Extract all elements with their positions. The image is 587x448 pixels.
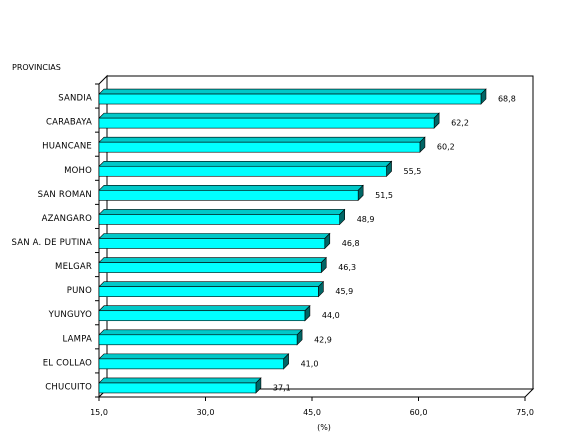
bar-top-face [98,88,487,95]
value-label: 46,8 [342,239,360,248]
bar [98,112,440,129]
value-labels-group: 68,8 62,2 60,2 55,5 51,5 48,9 46,8 46,3 45,9 44,0… [273,95,516,393]
bar-top-face [98,281,325,287]
bar [98,305,311,322]
bar-top-face [98,160,393,167]
x-tick-label: 75,0 [516,408,534,417]
bar [98,353,290,370]
x-axis: 15,0 30,0 45,0 60,0 75,0 [90,397,534,417]
x-tick-label: 60,0 [410,408,428,417]
category-labels-group: SANDIA CARABAYA HUANCANE MOHO SAN ROMAN AZANG… [11,83,99,398]
category-label: LAMPA [63,334,92,344]
x-tick-label: 30,0 [197,408,215,417]
bar [98,88,487,105]
category-label: MOHO [64,166,92,176]
value-axis-title: (%) [317,423,331,432]
category-label: CARABAYA [46,118,92,128]
bar-front-face [98,190,359,201]
category-label: CHUCUITO [45,382,92,392]
bar-front-face [98,238,326,249]
bar-front-face [98,286,319,297]
category-label: MELGAR [55,262,92,272]
bar-front-face [98,382,257,394]
value-label: 51,5 [375,191,393,200]
bar-top-face [98,185,364,191]
value-label: 37,1 [273,383,291,392]
category-label: AZANGARO [42,214,93,224]
bar-top-face [98,329,303,336]
value-label: 44,0 [322,311,340,320]
category-label: SAN A. DE PUTINA [11,238,92,248]
bar [98,256,327,274]
category-label: SANDIA [58,94,92,104]
bar-top-face [98,112,440,119]
bar-top-face [98,257,327,263]
value-label: 41,0 [301,359,319,368]
bar-top-face [98,305,311,312]
bar-top-face [98,353,290,360]
bar [98,136,426,153]
x-tick-label: 15,0 [90,408,108,417]
bar-front-face [98,262,322,273]
value-label: 48,9 [357,215,375,224]
category-label: HUANCANE [42,142,92,152]
value-label: 42,9 [314,335,332,344]
bar-front-face [98,141,421,153]
bar [98,329,303,346]
bar [98,208,346,226]
bar-front-face [98,214,340,225]
value-label: 68,8 [498,95,516,104]
category-label: EL COLLAO [43,358,92,368]
value-label: 55,5 [404,167,422,176]
bars-group [98,88,487,394]
bar-front-face [98,93,482,105]
bar-top-face [98,233,331,239]
bar [98,160,393,177]
bar-front-face [98,310,306,322]
bar [98,232,331,250]
value-label: 62,2 [451,119,469,128]
bar-front-face [98,165,387,177]
x-tick-label: 45,0 [303,408,321,417]
bar [98,377,262,394]
value-label: 46,3 [338,263,356,272]
bar [98,280,325,298]
bar-top-face [98,377,262,384]
bar-front-face [98,334,298,346]
bar-top-face [98,209,346,215]
bar-front-face [98,358,284,370]
category-label: SAN ROMAN [38,190,92,200]
category-axis-title: PROVINCIAS [12,63,61,72]
category-label: PUNO [67,286,92,296]
bar-top-face [98,136,426,143]
value-label: 45,9 [335,287,353,296]
bar-front-face [98,117,435,129]
value-label: 60,2 [437,143,455,152]
category-label: YUNGUYO [48,310,93,320]
bar [98,184,364,202]
